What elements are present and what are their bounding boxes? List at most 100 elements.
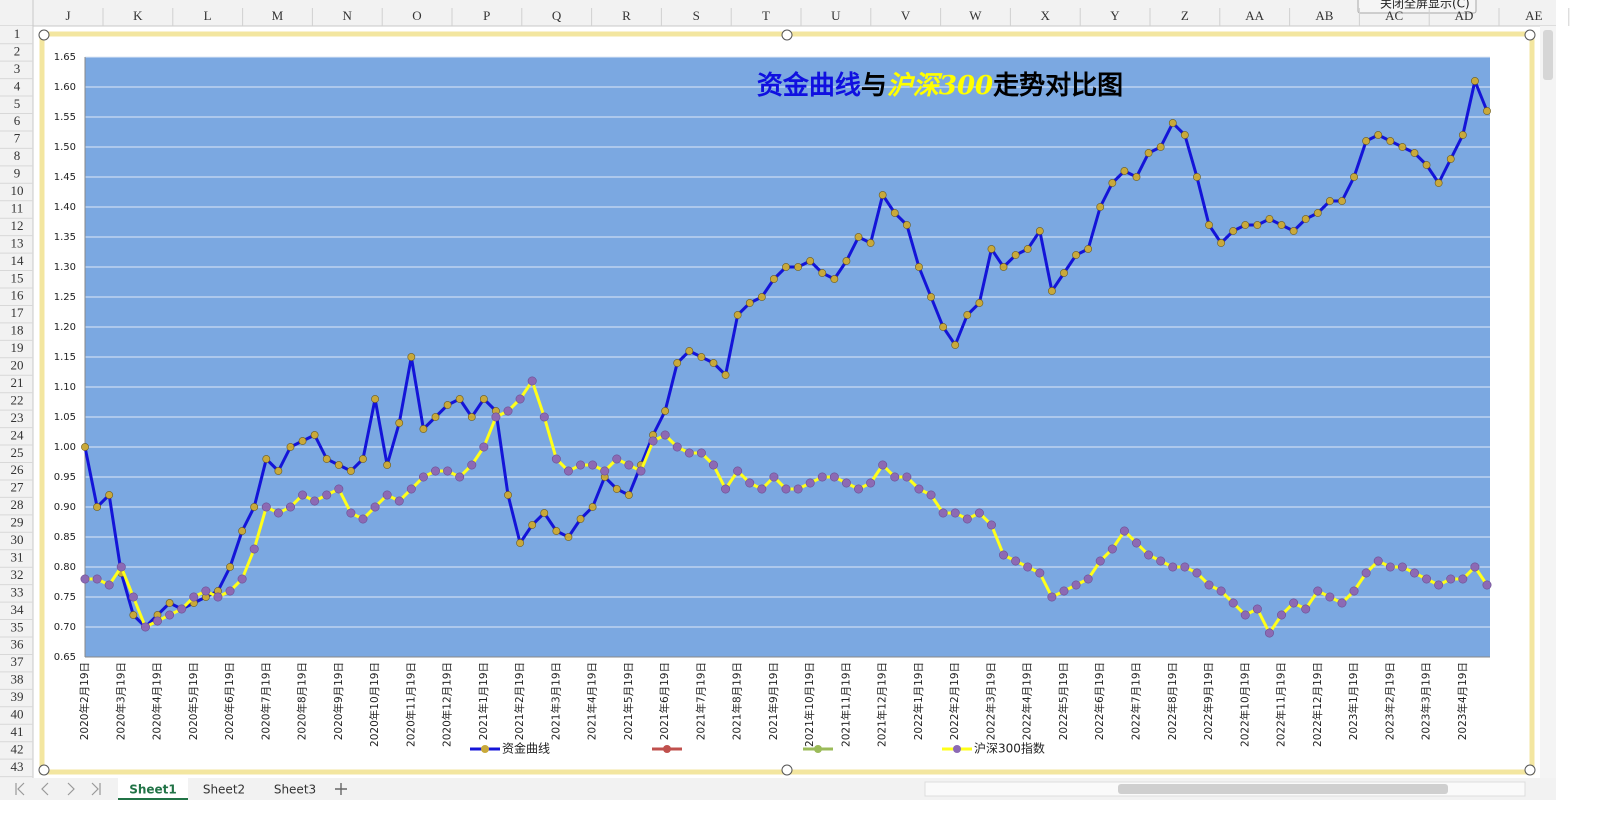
data-point xyxy=(745,478,755,488)
row-header[interactable]: 33 xyxy=(11,584,24,599)
row-header[interactable]: 43 xyxy=(11,759,24,774)
column-header[interactable]: AA xyxy=(1245,8,1264,23)
column-header[interactable]: AB xyxy=(1315,8,1333,23)
row-header[interactable]: 42 xyxy=(11,741,24,756)
handle[interactable] xyxy=(781,764,793,776)
handle[interactable] xyxy=(1524,764,1536,776)
column-header[interactable]: S xyxy=(693,8,700,23)
data-point xyxy=(842,257,851,265)
row-header[interactable]: 22 xyxy=(11,392,24,407)
handle[interactable] xyxy=(1524,29,1536,41)
row-header[interactable]: 20 xyxy=(11,358,24,373)
column-header[interactable]: T xyxy=(762,8,770,23)
column-header[interactable]: AC xyxy=(1385,8,1403,23)
row-header[interactable]: 30 xyxy=(11,532,24,547)
row-header[interactable]: 18 xyxy=(11,323,24,338)
row-header[interactable]: 8 xyxy=(14,148,21,163)
row-header[interactable]: 7 xyxy=(14,131,21,146)
data-point xyxy=(878,460,888,470)
vertical-scrollbar[interactable] xyxy=(1540,26,1556,778)
nav-first[interactable] xyxy=(15,782,25,796)
column-header[interactable]: X xyxy=(1041,8,1051,23)
add-sheet[interactable] xyxy=(335,783,347,795)
x-tick-label: 2022年9月19日 xyxy=(1202,662,1215,740)
nav-last[interactable] xyxy=(91,782,101,796)
row-header[interactable]: 39 xyxy=(11,689,24,704)
column-header[interactable]: M xyxy=(272,8,284,23)
row-header[interactable]: 3 xyxy=(14,61,21,76)
row-header[interactable]: 2 xyxy=(14,43,21,58)
column-header[interactable]: K xyxy=(133,8,143,23)
row-header[interactable]: 28 xyxy=(11,497,24,512)
column-header[interactable]: P xyxy=(483,8,490,23)
column-header[interactable]: J xyxy=(65,8,70,23)
row-header[interactable]: 4 xyxy=(14,78,21,93)
row-header[interactable]: 24 xyxy=(11,427,25,442)
sheet-tab[interactable]: Sheet2 xyxy=(203,783,245,797)
sheet-tab[interactable]: Sheet1 xyxy=(129,783,177,797)
row-header[interactable]: 27 xyxy=(11,480,25,495)
row-header[interactable]: 37 xyxy=(11,654,25,669)
row-header[interactable]: 1 xyxy=(14,26,21,41)
column-header[interactable]: AE xyxy=(1525,8,1542,23)
row-header[interactable]: 6 xyxy=(14,113,21,128)
row-header[interactable]: 26 xyxy=(11,462,25,477)
nav-next[interactable] xyxy=(67,782,75,796)
handle[interactable] xyxy=(38,764,50,776)
row-header[interactable]: 13 xyxy=(11,235,24,250)
column-header[interactable]: R xyxy=(622,8,631,23)
column-header[interactable]: Z xyxy=(1181,8,1189,23)
row-header[interactable]: 41 xyxy=(11,724,24,739)
row-header[interactable]: 35 xyxy=(11,619,24,634)
column-header[interactable]: O xyxy=(412,8,421,23)
column-header[interactable]: U xyxy=(831,8,841,23)
nav-prev[interactable] xyxy=(41,782,49,796)
row-header[interactable]: 15 xyxy=(11,270,24,285)
data-point xyxy=(1180,562,1190,572)
row-header[interactable]: 16 xyxy=(11,288,25,303)
active-tab[interactable] xyxy=(118,778,188,800)
row-header[interactable]: 29 xyxy=(11,515,24,530)
row-header[interactable]: 38 xyxy=(11,672,24,687)
row-header[interactable]: 32 xyxy=(11,567,24,582)
column-header[interactable]: AD xyxy=(1455,8,1474,23)
data-point xyxy=(213,592,223,602)
row-header[interactable]: 14 xyxy=(11,253,25,268)
h-scroll-thumb[interactable] xyxy=(1118,784,1448,794)
row-header[interactable]: 34 xyxy=(11,602,25,617)
row-header[interactable]: 10 xyxy=(11,183,24,198)
column-header[interactable]: W xyxy=(969,8,982,23)
x-tick-label: 2022年11月19日 xyxy=(1275,662,1288,747)
data-point xyxy=(1301,215,1310,223)
data-point xyxy=(1059,586,1069,596)
data-point xyxy=(262,455,271,463)
close-fullscreen-button[interactable] xyxy=(1357,0,1477,14)
handle[interactable] xyxy=(38,29,50,41)
row-header[interactable]: 19 xyxy=(11,340,24,355)
data-point xyxy=(528,521,537,529)
button-label[interactable]: 关闭全屏显示(C) xyxy=(1380,0,1470,11)
row-header[interactable]: 9 xyxy=(14,166,21,181)
row-header[interactable]: 25 xyxy=(11,445,24,460)
y-tick-label: 1.30 xyxy=(54,262,76,273)
row-header[interactable]: 11 xyxy=(11,200,24,215)
row-header[interactable]: 5 xyxy=(14,96,21,111)
scroll-thumb[interactable] xyxy=(1543,30,1553,80)
sheet-tab[interactable]: Sheet3 xyxy=(274,783,316,797)
column-header[interactable]: Q xyxy=(552,8,562,23)
row-header[interactable]: 31 xyxy=(11,549,24,564)
column-header[interactable]: L xyxy=(204,8,212,23)
handle[interactable] xyxy=(781,29,793,41)
row-header[interactable]: 12 xyxy=(11,218,24,233)
row-header[interactable]: 17 xyxy=(11,305,25,320)
row-header[interactable]: 23 xyxy=(11,410,24,425)
data-point xyxy=(1325,197,1334,205)
column-header[interactable]: V xyxy=(901,8,911,23)
column-header[interactable]: N xyxy=(343,8,353,23)
row-header[interactable]: 21 xyxy=(11,375,24,390)
data-point xyxy=(104,580,114,590)
row-header[interactable]: 40 xyxy=(11,707,24,722)
row-header[interactable]: 36 xyxy=(11,637,25,652)
column-header[interactable]: Y xyxy=(1110,8,1120,23)
data-point xyxy=(794,263,802,271)
